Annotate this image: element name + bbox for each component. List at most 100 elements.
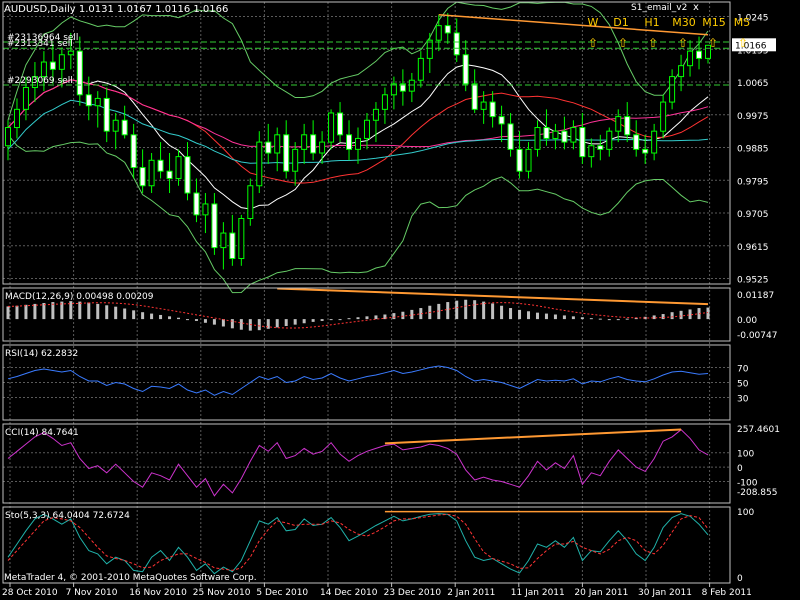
cci-tick: 0	[737, 464, 743, 474]
indicator-name: S1_email_v2	[631, 3, 687, 13]
close-icon[interactable]: x	[693, 2, 699, 13]
candle-body	[624, 116, 631, 136]
macd-panel[interactable]: MACD(12,26,9) 0.00498 0.00209	[5, 287, 710, 331]
up-arrow-icon: ⇧	[738, 36, 748, 50]
macd-bar	[706, 307, 710, 320]
candle-body	[489, 101, 496, 118]
macd-bar	[419, 308, 423, 320]
candle-body	[157, 159, 164, 172]
macd-bar	[123, 308, 127, 320]
macd-bar	[114, 306, 118, 320]
rsi-panel[interactable]: RSI(14) 62.2832	[5, 349, 709, 396]
price-tick: 1.0245	[737, 14, 769, 24]
candle-body	[130, 134, 137, 169]
rsi-tick: 50	[737, 380, 749, 390]
candle-body	[453, 32, 460, 56]
macd-bar	[500, 305, 504, 320]
up-arrow-icon: ⇧	[588, 36, 598, 50]
candle-body	[337, 112, 344, 136]
candle-body	[202, 203, 209, 216]
cci-line	[7, 429, 709, 497]
macd-bar	[464, 299, 468, 320]
time-tick-label: 7 Nov 2010	[66, 588, 118, 598]
macd-label: MACD(12,26,9) 0.00498 0.00209	[5, 292, 154, 302]
macd-bar	[535, 312, 539, 320]
macd-bar	[652, 315, 656, 320]
macd-bar	[177, 317, 181, 320]
candle-body	[687, 50, 694, 67]
order-labels: #23136964 sell#2313341 sell #2293069 sell	[7, 33, 78, 86]
macd-bar	[168, 316, 172, 320]
macd-bar	[311, 319, 315, 322]
timeframe-w: W	[588, 16, 599, 29]
timeframe-m30: M30	[672, 16, 696, 29]
macd-tick: 0.00	[737, 316, 757, 326]
candle-body	[552, 130, 559, 139]
candle-body	[76, 50, 83, 96]
candle-body	[328, 112, 335, 143]
price-tick: 0.9705	[737, 210, 769, 220]
price-tick: 0.9795	[737, 177, 769, 187]
time-tick-label: 14 Dec 2010	[320, 588, 378, 598]
stochastic-panel[interactable]: Sto(5,3,3) 64.0404 72.6724	[5, 510, 709, 575]
candle-body	[112, 119, 119, 132]
timeframe-bar[interactable]: W D1 H1 M30 M15 M5 ⇧ ⇧ ⇧ ⇧ ⇧ ⇧	[588, 16, 751, 50]
candle-body	[301, 134, 308, 150]
cci-panel[interactable]: CCI(14) 84.7641	[5, 428, 709, 497]
candle-body	[534, 127, 541, 150]
candle-body	[498, 116, 505, 125]
macd-bar	[527, 311, 531, 320]
macd-bar	[544, 313, 548, 320]
macd-bar	[33, 303, 37, 320]
candle-body	[669, 76, 676, 103]
rsi-line	[7, 365, 709, 396]
candle-body	[363, 119, 370, 139]
panel-frame-rsi	[2, 344, 731, 421]
candle-body	[49, 61, 56, 70]
candle-body	[417, 57, 424, 81]
price-panel[interactable]	[3, 1, 730, 294]
macd-bar	[562, 315, 566, 320]
price-tick: 1.0155	[737, 46, 769, 56]
candle-body	[381, 94, 388, 110]
candle-body	[390, 83, 397, 96]
candle-body	[229, 232, 236, 260]
macd-bar	[239, 319, 243, 330]
candle-body	[471, 83, 478, 110]
cci-tick: 257.4601	[737, 425, 780, 435]
macd-bar	[320, 319, 324, 321]
candle-body	[696, 50, 703, 59]
candle-body	[426, 39, 433, 59]
price-axis: 1.0245 1.0155 1.0065 0.9975 0.9885 0.9795 0.97…	[732, 14, 780, 584]
macd-bar	[6, 306, 10, 320]
macd-bar	[688, 309, 692, 320]
stochastic-label: Sto(5,3,3) 64.0404 72.6724	[5, 511, 130, 521]
up-arrow-icon: ⇧	[648, 36, 658, 50]
candle-body	[103, 97, 110, 132]
price-tick: 0.9885	[737, 145, 769, 155]
macd-bar	[338, 319, 342, 321]
candle-body	[211, 203, 218, 249]
macd-bar	[266, 319, 270, 329]
candle-body	[507, 123, 514, 150]
macd-bar	[194, 319, 198, 321]
time-tick-label: 23 Dec 2010	[384, 588, 442, 598]
candle-body	[579, 127, 586, 158]
order-label: #23136964 sell	[7, 33, 78, 43]
macd-bar	[60, 301, 64, 320]
candle-body	[256, 141, 263, 187]
macd-tick: -0.00747	[737, 331, 777, 341]
time-tick-label: 20 Jan 2011	[574, 588, 628, 598]
candle-body	[148, 159, 155, 187]
candle-body	[642, 148, 649, 154]
last-price-box	[732, 38, 776, 52]
candle-body	[274, 134, 281, 154]
candle-body	[480, 101, 487, 110]
candle-body	[651, 130, 658, 154]
candle-body	[606, 130, 613, 150]
macd-bar	[634, 317, 638, 320]
candle-body	[58, 54, 65, 70]
order-label: #2293069 sell	[7, 76, 73, 86]
candle-body	[139, 167, 146, 187]
